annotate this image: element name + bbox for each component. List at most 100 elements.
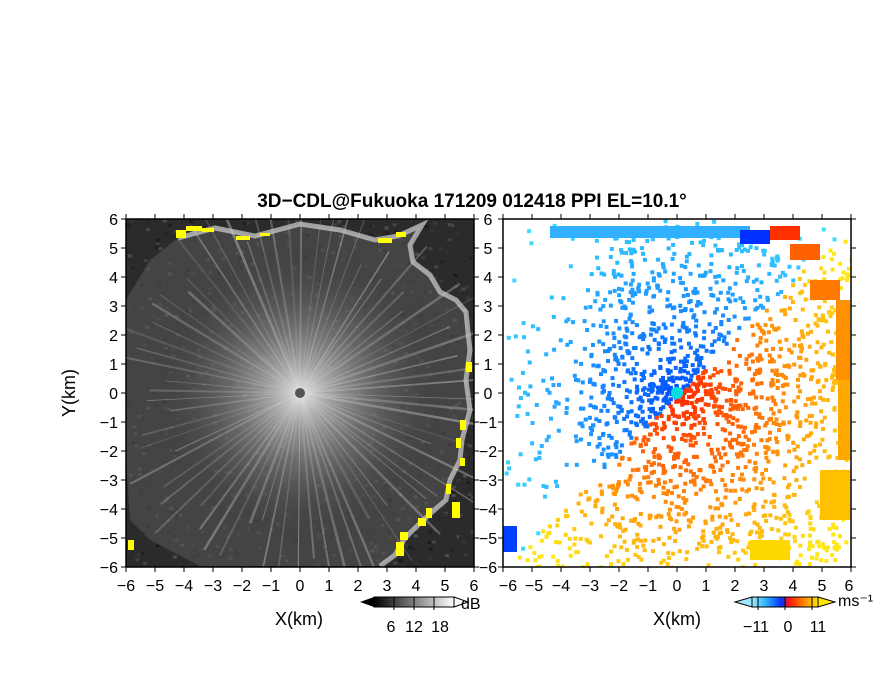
velocity-point [770, 260, 775, 265]
velocity-point [696, 300, 701, 304]
velocity-point [601, 447, 606, 452]
velocity-point [708, 375, 713, 380]
velocity-point [691, 368, 696, 373]
velocity-point [679, 437, 684, 441]
velocity-point [645, 238, 650, 243]
velocity-point [629, 409, 634, 414]
velocity-point [544, 534, 549, 539]
velocity-point [693, 382, 698, 387]
velocity-point [679, 359, 683, 364]
velocity-point [803, 282, 808, 287]
velocity-point [821, 384, 826, 389]
velocity-point [620, 354, 625, 359]
velocity-point [609, 435, 614, 440]
velocity-point [593, 504, 598, 509]
velocity-point [574, 550, 579, 555]
velocity-point [753, 425, 758, 430]
velocity-point [761, 514, 766, 518]
velocity-point [720, 427, 725, 432]
velocity-point [679, 345, 684, 350]
velocity-point [646, 437, 651, 442]
velocity-point [653, 422, 658, 427]
velocity-point [661, 463, 666, 468]
velocity-point [692, 313, 697, 318]
velocity-point [754, 395, 759, 400]
velocity-point [567, 546, 572, 551]
velocity-point [688, 438, 693, 443]
velocity-point [821, 397, 826, 402]
velocity-point [657, 455, 662, 460]
velocity-point [774, 256, 779, 261]
velocity-point [846, 266, 851, 271]
velocity-point [737, 325, 742, 330]
velocity-point [701, 375, 706, 380]
velocity-point [696, 382, 701, 387]
velocity-point [539, 554, 544, 559]
velocity-point [644, 288, 649, 293]
velocity-point [578, 437, 583, 442]
noise-speck [421, 256, 426, 260]
velocity-point [664, 400, 669, 405]
velocity-point [827, 350, 832, 355]
velocity-point [668, 397, 673, 402]
velocity-point [747, 532, 752, 537]
velocity-point [612, 344, 617, 349]
velocity-point [560, 564, 565, 567]
velocity-point [624, 547, 629, 552]
velocity-point [651, 538, 656, 543]
velocity-point [625, 369, 630, 374]
velocity-point [605, 396, 610, 401]
velocity-point [663, 337, 668, 342]
velocity-point [676, 505, 681, 510]
velocity-point [765, 396, 770, 401]
velocity-point [661, 322, 666, 327]
velocity-point [794, 561, 798, 566]
velocity-point [785, 433, 790, 438]
velocity-point [775, 258, 780, 263]
velocity-point [732, 550, 737, 555]
velocity-point [726, 330, 731, 335]
velocity-point [661, 426, 666, 431]
velocity-point [718, 290, 723, 295]
velocity-point [682, 401, 687, 406]
velocity-point [635, 384, 639, 389]
velocity-point [647, 285, 651, 290]
velocity-point [606, 393, 611, 398]
velocity-point [632, 440, 637, 445]
velocity-point [794, 478, 799, 482]
left-y-tick-label: 6 [109, 212, 118, 229]
velocity-point [670, 336, 675, 341]
velocity-point [798, 364, 803, 369]
velocity-point [713, 310, 717, 315]
velocity-point [577, 421, 582, 426]
velocity-point [627, 430, 632, 435]
velocity-point [504, 471, 509, 476]
velocity-point [679, 263, 684, 268]
velocity-point [700, 544, 705, 549]
velocity-point [697, 420, 702, 425]
velocity-point [670, 491, 674, 495]
velocity-point [770, 378, 775, 383]
velocity-point [654, 515, 659, 520]
noise-speck [472, 438, 474, 442]
velocity-point [829, 257, 834, 262]
velocity-point [798, 344, 802, 349]
velocity-point [833, 558, 838, 562]
velocity-point [678, 338, 683, 343]
velocity-point [742, 447, 747, 452]
velocity-point [622, 334, 627, 339]
velocity-point [632, 538, 637, 543]
velocity-point [651, 276, 656, 281]
velocity-point [647, 414, 652, 419]
velocity-point [594, 238, 599, 243]
velocity-point [714, 386, 719, 391]
velocity-point [650, 421, 655, 426]
velocity-point [684, 557, 689, 562]
velocity-point [782, 382, 787, 387]
noise-speck [439, 259, 444, 263]
velocity-point [612, 336, 617, 340]
velocity-point [783, 312, 788, 317]
velocity-point [507, 466, 512, 471]
velocity-point [612, 415, 617, 420]
noise-speck [470, 491, 474, 495]
